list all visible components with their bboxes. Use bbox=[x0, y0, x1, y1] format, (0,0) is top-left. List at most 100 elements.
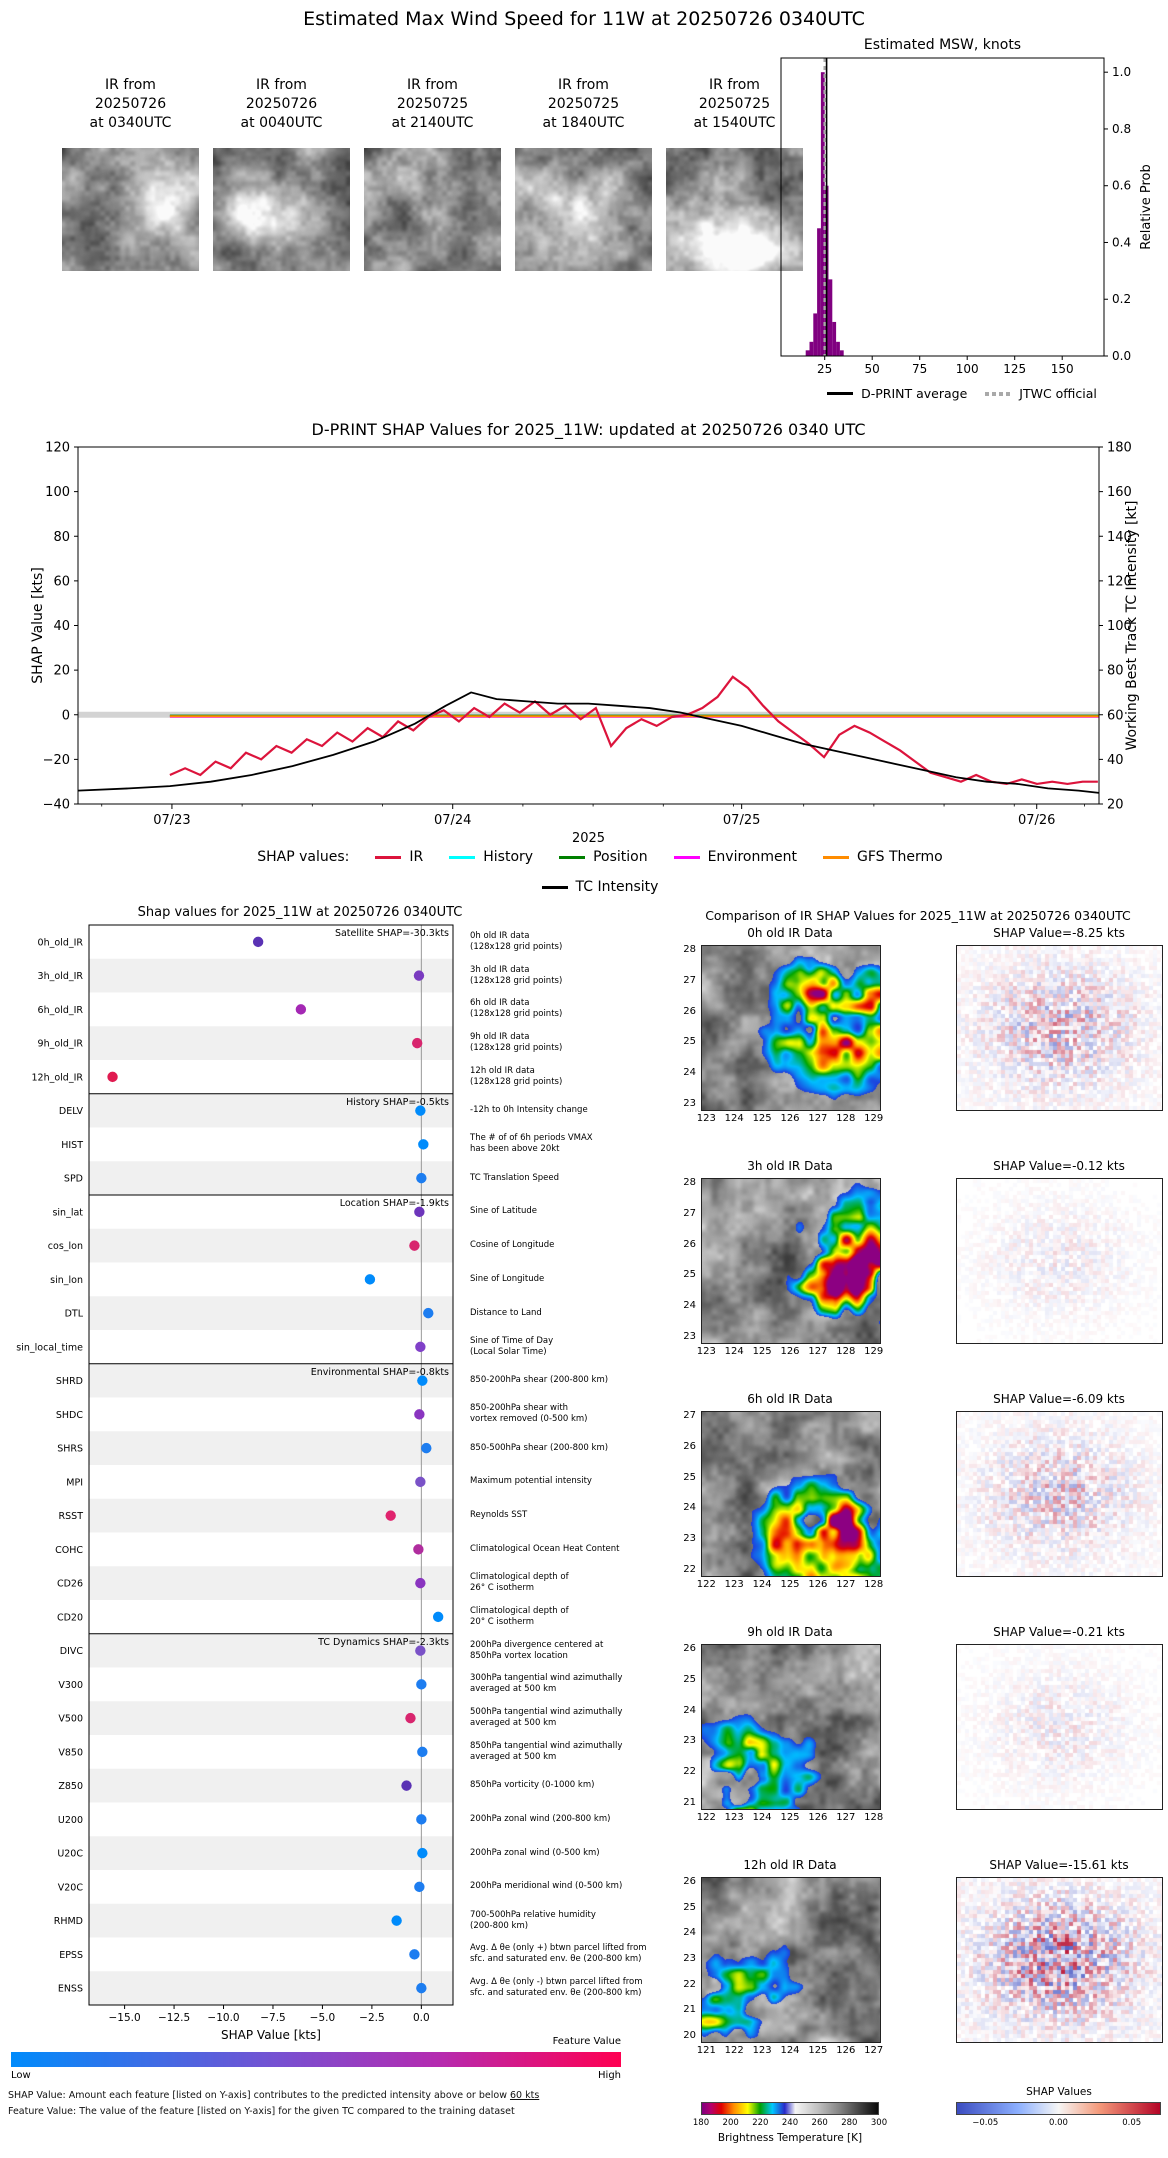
feature-tick-label: 6h_old_IR bbox=[38, 1005, 84, 1016]
series-tc-intensity bbox=[77, 691, 1100, 794]
date-tick-label: 07/25 bbox=[723, 813, 760, 828]
ir-thumbnail-label: IR from 20250725 at 1840UTC bbox=[542, 77, 625, 131]
bt-colorbar-tick: 260 bbox=[811, 2118, 828, 2128]
shap-heatmap-image bbox=[956, 945, 1163, 1111]
right-y-axis-label: Working Best Track TC Intensity [kt] bbox=[1124, 501, 1140, 751]
lat-tick-label: 28 bbox=[683, 943, 696, 955]
lat-tick-label: 21 bbox=[683, 2004, 696, 2016]
ir-thumbnail-image bbox=[515, 148, 652, 271]
shap-panel-title: SHAP Value=-0.21 kts bbox=[993, 1625, 1125, 1639]
right-y-tick-label: 140 bbox=[1107, 530, 1132, 545]
feature-tick-label: sin_lat bbox=[52, 1207, 83, 1218]
axis-box bbox=[88, 924, 454, 2006]
x-tick-label: −15.0 bbox=[109, 2012, 141, 2024]
lat-tick-label: 22 bbox=[683, 1978, 696, 1990]
left-y-tick-label: −20 bbox=[43, 753, 70, 768]
legend-item-tc-intensity: TC Intensity bbox=[541, 879, 659, 895]
shap-value-footnote: SHAP Value: Amount each feature [listed … bbox=[8, 2090, 668, 2101]
lon-tick-label: 126 bbox=[780, 1346, 800, 1357]
lat-tick-label: 25 bbox=[683, 1471, 696, 1483]
row-stripe bbox=[89, 1971, 453, 2005]
lon-tick-label: 125 bbox=[780, 1579, 800, 1590]
histogram-bar bbox=[805, 350, 810, 356]
histogram-bar bbox=[817, 228, 821, 356]
left-y-tick-label: 120 bbox=[45, 441, 70, 456]
shap-dot bbox=[413, 1544, 424, 1555]
feature-tick-label: RHMD bbox=[54, 1916, 83, 1927]
group-header: Environmental SHAP=-0.8kts bbox=[311, 1367, 449, 1378]
dprint-average-line-swatch bbox=[827, 392, 854, 395]
row-stripe bbox=[89, 1026, 453, 1060]
shap-dot bbox=[415, 1476, 426, 1488]
ir-comparison-title: Comparison of IR SHAP Values for 2025_11… bbox=[705, 908, 1131, 923]
lon-tick-label: 126 bbox=[780, 1113, 800, 1124]
x-tick-label: −2.5 bbox=[359, 2012, 385, 2024]
feature-description: 300hPa tangential wind azimuthally averag… bbox=[470, 1673, 623, 1695]
lat-tick-label: 25 bbox=[683, 1673, 696, 1685]
feature-description: Climatological depth of 26° C isotherm bbox=[470, 1572, 569, 1594]
feature-tick-label: Z850 bbox=[58, 1781, 83, 1792]
ir-thumbnail-image bbox=[364, 148, 501, 271]
shap-dot bbox=[415, 1341, 426, 1353]
feature-tick-label: MPI bbox=[66, 1477, 83, 1488]
group-header: Satellite SHAP=-30.3kts bbox=[335, 928, 449, 939]
timeseries-legend-row2: TC Intensity bbox=[84, 879, 1116, 895]
lat-tick-label: 28 bbox=[683, 1176, 696, 1188]
lon-tick-label: 123 bbox=[696, 1346, 716, 1357]
shap-dot bbox=[414, 1881, 425, 1893]
feature-tick-label: ENSS bbox=[58, 1984, 83, 1995]
feature-tick-label: U20C bbox=[57, 1849, 83, 1860]
legend-item-position: Position bbox=[559, 849, 648, 865]
lat-tick-label: 26 bbox=[683, 1005, 696, 1017]
feature-description: 200hPa zonal wind (0-500 km) bbox=[470, 1847, 600, 1858]
x-tick-label: −5.0 bbox=[310, 2012, 336, 2024]
shap-panel-title: SHAP Value=-15.61 kts bbox=[989, 1858, 1129, 1872]
shap-dot bbox=[432, 1611, 444, 1623]
x-tick-label: 75 bbox=[912, 362, 927, 376]
lon-tick-label: 124 bbox=[752, 1812, 772, 1823]
brightness-temperature-colorbar-label: Brightness Temperature [K] bbox=[717, 2132, 863, 2144]
bt-colorbar-tick: 300 bbox=[870, 2118, 888, 2128]
legend-label: TC Intensity bbox=[575, 879, 659, 895]
shap-colorbar-tick: 0.05 bbox=[1122, 2118, 1142, 2128]
shap-values-colorbar-label: SHAP Values bbox=[1026, 2086, 1092, 2098]
feature-tick-label: V850 bbox=[58, 1747, 83, 1758]
msw-histogram-legend: D-PRINT average JTWC official bbox=[758, 386, 1166, 401]
feature-tick-label: 0h_old_IR bbox=[38, 937, 84, 948]
feature-value-colorbar-label: Feature Value bbox=[552, 2036, 621, 2047]
lon-tick-label: 125 bbox=[752, 1113, 772, 1124]
x-tick-label: 25 bbox=[817, 362, 832, 376]
feature-tick-label: CD26 bbox=[57, 1579, 83, 1590]
lat-tick-label: 27 bbox=[683, 1409, 696, 1421]
row-stripe bbox=[89, 1363, 453, 1398]
shap-dot bbox=[364, 1274, 376, 1285]
shap-heatmap-image bbox=[956, 1644, 1163, 1810]
row-stripe bbox=[89, 1701, 453, 1735]
legend-item-environment: Environment bbox=[673, 849, 797, 865]
shap-dot bbox=[417, 1847, 428, 1859]
feature-description: 850-200hPa shear with vortex removed (0-5… bbox=[470, 1403, 588, 1425]
feature-tick-label: HIST bbox=[61, 1140, 83, 1151]
shap-dot bbox=[416, 1172, 427, 1184]
shap-colorbar-tick: 0.00 bbox=[1049, 2118, 1068, 2128]
legend-line-swatch bbox=[822, 855, 849, 859]
feature-description: 850hPa vorticity (0-1000 km) bbox=[470, 1780, 595, 1791]
group-header: History SHAP=-0.5kts bbox=[346, 1097, 449, 1108]
feature-description: 9h old IR data (128x128 grid points) bbox=[470, 1032, 563, 1054]
shap-dot bbox=[416, 1679, 427, 1690]
ir-thumbnail-label: IR from 20250725 at 1540UTC bbox=[693, 77, 776, 131]
legend-label: Position bbox=[593, 849, 648, 865]
ir-thumbnail-image bbox=[213, 148, 350, 271]
shap-dot bbox=[401, 1780, 412, 1791]
feature-description: The # of of 6h periods VMAX has been abov… bbox=[470, 1133, 593, 1155]
lon-tick-label: 122 bbox=[696, 1579, 716, 1590]
shap-dot bbox=[417, 1375, 428, 1386]
row-stripe bbox=[89, 1633, 453, 1668]
lat-tick-label: 20 bbox=[683, 2030, 696, 2042]
legend-label: GFS Thermo bbox=[856, 849, 943, 865]
ir-panel-title: 0h old IR Data bbox=[747, 926, 833, 940]
feature-value-low-label: Low bbox=[11, 2070, 31, 2081]
legend-line-swatch bbox=[673, 855, 700, 859]
lon-tick-label: 124 bbox=[724, 1346, 744, 1357]
